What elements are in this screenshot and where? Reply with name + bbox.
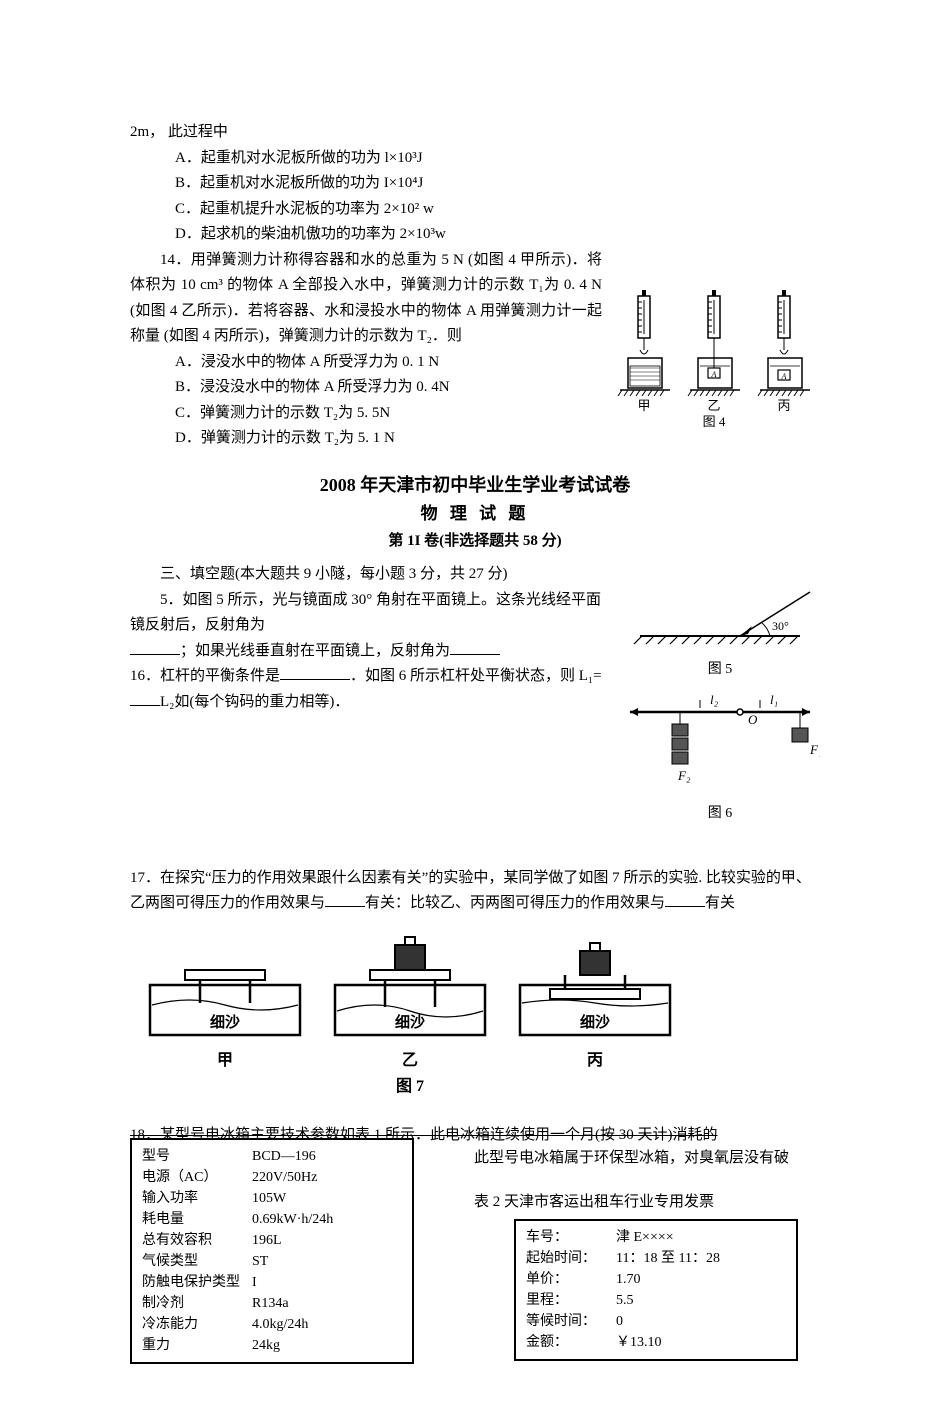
table-row: 防触电保护类型I — [142, 1272, 402, 1293]
q14-option-d: D．弹簧测力计的示数 T₂为 5. 1 N — [175, 426, 820, 452]
q5-text-b: ；如果光线垂直射在平面镜上，反射角为 — [180, 643, 450, 659]
figure-4-svg: A — [610, 288, 820, 428]
q16-blank-2 — [130, 690, 160, 706]
figure-4: A — [610, 288, 820, 428]
svg-text:30°: 30° — [772, 619, 789, 633]
figure-7-svg: 细沙 甲 细沙 乙 — [130, 925, 690, 1095]
table-row: 总有效容积196L — [142, 1230, 402, 1251]
fig4-label-jia: 甲 — [637, 398, 650, 413]
svg-text:乙: 乙 — [402, 1052, 418, 1069]
tables-row: 型号BCD—196电源（AC）220V/50Hz输入功率105W耗电量0.69k… — [130, 1152, 820, 1364]
exam-title-1: 2008 年天津市初中毕业生学业考试试卷 — [130, 470, 820, 501]
table-row: 金额：￥13.10 — [526, 1332, 786, 1353]
q17-blank-1 — [325, 891, 365, 907]
table-row: 型号BCD—196 — [142, 1146, 402, 1167]
svg-text:A: A — [781, 372, 787, 381]
figure-6-caption: 图 6 — [620, 802, 820, 826]
svg-text:A: A — [711, 370, 717, 379]
section-3-heading: 三、填空题(本大题共 9 小隧，每小题 3 分，共 27 分) — [130, 562, 820, 588]
fig6-label-O: O — [748, 712, 758, 727]
fig6-label-F2: F₂ — [677, 768, 691, 783]
q13-prefix: 2m， 此过程中 — [130, 120, 820, 146]
q17-text-b: 有关：比较乙、丙两图可得压力的作用效果与 — [365, 895, 665, 911]
fig6-label-l1: l₁ — [770, 692, 778, 707]
figure-5-svg: 30° — [620, 588, 820, 658]
fig4-label-yi: 乙 — [707, 398, 720, 413]
table-row: 气候类型ST — [142, 1251, 402, 1272]
q16-text-a: 16．杠杆的平衡条件是 — [130, 668, 280, 684]
figure-5-caption: 图 5 — [620, 658, 820, 682]
fig6-label-l2: l₂ — [710, 692, 719, 707]
q5-q16-block: 30° 图 5 O l₁ l₂ F₁ — [130, 588, 820, 826]
q16-text-c: L₂如(每个钩码的重力相等)． — [160, 694, 349, 710]
table-row: 冷冻能力4.0kg/24h — [142, 1314, 402, 1335]
q5-blank-2 — [450, 639, 500, 655]
svg-text:细沙: 细沙 — [580, 1013, 610, 1031]
table-2: 车号：津 E××××起始时间：11：18 至 11：28单价：1.70里程：5.… — [514, 1219, 798, 1361]
q18-text-b: 此型号电冰箱属于环保型冰箱，对臭氧层没有破 — [474, 1146, 820, 1172]
figures-5-6: 30° 图 5 O l₁ l₂ F₁ — [620, 588, 820, 826]
q17-text-c: 有关 — [705, 895, 735, 911]
q16-text-b: ．如图 6 所示杠杆处平衡状态，则 L₁= — [350, 668, 602, 684]
q13-option-a: A．起重机对水泥板所做的功为 l×10³J — [175, 146, 820, 172]
fig4-label-bing: 丙 — [777, 398, 790, 413]
exam-header: 2008 年天津市初中毕业生学业考试试卷 物 理 试 题 第 1I 卷(非选择题… — [130, 470, 820, 555]
table-row: 等候时间：0 — [526, 1311, 786, 1332]
table-row: 制冷剂R134a — [142, 1293, 402, 1314]
q5-text-a: 5．如图 5 所示，光与镜面成 30° 角射在平面镜上。这条光线经平面镜反射后，… — [130, 592, 601, 634]
exam-title-3: 第 1I 卷(非选择题共 58 分) — [130, 529, 820, 555]
table-2-caption: 表 2 天津市客运出租车行业专用发票 — [474, 1190, 820, 1216]
right-col: 此型号电冰箱属于环保型冰箱，对臭氧层没有破 表 2 天津市客运出租车行业专用发票… — [474, 1152, 820, 1361]
fig6-label-F1: F₁ — [809, 742, 820, 757]
table-1: 型号BCD—196电源（AC）220V/50Hz输入功率105W耗电量0.69k… — [130, 1138, 414, 1364]
q17-blank-2 — [665, 891, 705, 907]
q13-option-d: D．起求机的柴油机傲功的功率为 2×10³w — [175, 222, 820, 248]
table-row: 输入功率105W — [142, 1188, 402, 1209]
svg-text:甲: 甲 — [217, 1051, 233, 1069]
svg-text:丙: 丙 — [587, 1051, 603, 1069]
svg-text:图 7: 图 7 — [396, 1077, 424, 1095]
table-row: 电源（AC）220V/50Hz — [142, 1167, 402, 1188]
q17-text: 17．在探究“压力的作用效果跟什么因素有关”的实验中，某同学做了如图 7 所示的… — [130, 866, 820, 917]
q13-option-b: B．起重机对水泥板所做的功为 I×10⁴J — [175, 171, 820, 197]
table-row: 起始时间：11：18 至 11：28 — [526, 1248, 786, 1269]
table-row: 单价：1.70 — [526, 1269, 786, 1290]
svg-text:细沙: 细沙 — [395, 1013, 425, 1031]
table-row: 车号：津 E×××× — [526, 1227, 786, 1248]
svg-text:细沙: 细沙 — [210, 1013, 240, 1031]
q16-blank-1 — [280, 664, 350, 680]
table-row: 里程：5.5 — [526, 1290, 786, 1311]
table-row: 重力24kg — [142, 1335, 402, 1356]
figure-6-svg: O l₁ l₂ F₁ F₂ — [620, 682, 820, 802]
exam-title-2: 物 理 试 题 — [130, 500, 820, 529]
q13-option-c: C．起重机提升水泥板的功率为 2×10² w — [175, 197, 820, 223]
q5-blank-1 — [130, 639, 180, 655]
figure-7: 细沙 甲 细沙 乙 — [130, 925, 820, 1095]
table-row: 耗电量0.69kW·h/24h — [142, 1209, 402, 1230]
fig4-caption: 图 4 — [703, 414, 726, 428]
q14-block: A — [130, 248, 820, 452]
page-root: 2m， 此过程中 A．起重机对水泥板所做的功为 l×10³J B．起重机对水泥板… — [0, 0, 950, 1404]
